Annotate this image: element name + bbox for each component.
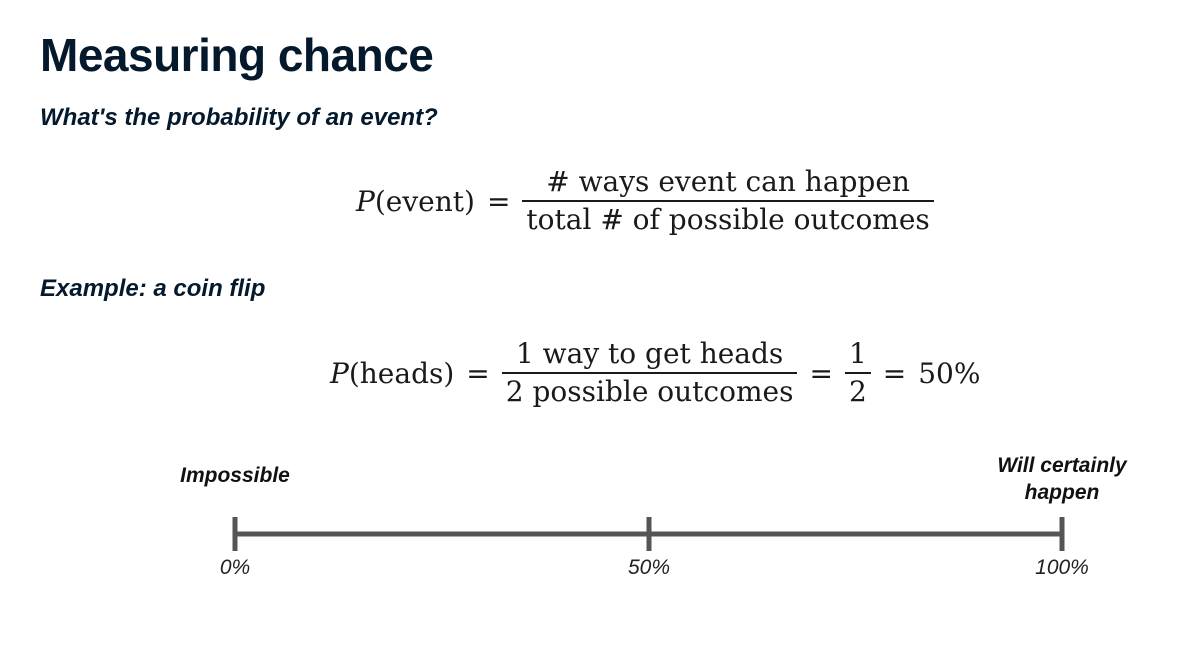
- slide-title: Measuring chance: [40, 29, 434, 81]
- tick-label-100: 100%: [1035, 556, 1089, 579]
- example-numerator: 1 way to get heads: [515, 337, 784, 370]
- example-p-symbol: P: [330, 356, 349, 390]
- question-heading: What's the probability of an event?: [40, 104, 438, 131]
- example-result: 50%: [918, 356, 981, 390]
- example-argument: (heads): [348, 356, 455, 390]
- formula-argument: (event): [374, 184, 475, 218]
- half-numerator: 1: [848, 337, 867, 370]
- formula-denominator: total # of possible outcomes: [522, 200, 934, 236]
- example-equals-1: =: [466, 356, 490, 390]
- certain-label-line-1: Will certainly: [997, 454, 1127, 477]
- tick-label-0: 0%: [219, 556, 251, 579]
- impossible-label: Impossible: [180, 464, 290, 487]
- tick-label-50: 50%: [627, 556, 671, 579]
- example-denominator: 2 possible outcomes: [501, 372, 798, 408]
- half-fraction: 1 2: [844, 337, 871, 408]
- formula-numerator: # ways event can happen: [546, 165, 910, 198]
- certain-label-line-2: happen: [1024, 481, 1100, 505]
- certain-label: Will certainly happen: [984, 452, 1140, 507]
- general-probability-formula: P (event) = # ways event can happen total…: [356, 165, 934, 236]
- example-heading: Example: a coin flip: [40, 275, 266, 302]
- formula-p-symbol: P: [356, 184, 375, 218]
- example-equals-3: =: [882, 356, 907, 390]
- example-equals-2: =: [809, 356, 833, 390]
- example-fraction: 1 way to get heads 2 possible outcomes: [501, 337, 798, 408]
- half-denominator: 2: [844, 372, 871, 408]
- coin-flip-formula: P (heads) = 1 way to get heads 2 possible…: [330, 337, 981, 408]
- formula-equals: =: [486, 184, 511, 218]
- formula-fraction: # ways event can happen total # of possi…: [522, 165, 934, 236]
